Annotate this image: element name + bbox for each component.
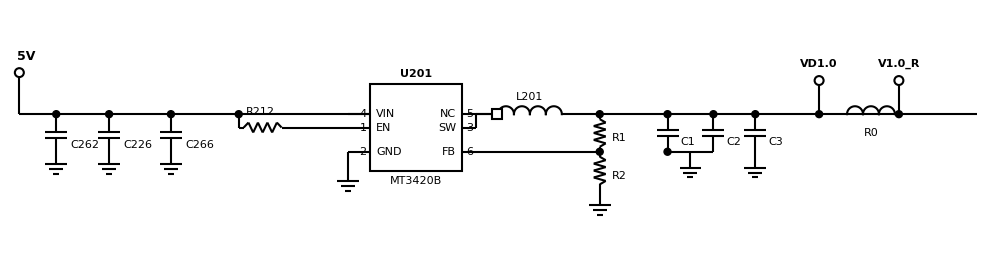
Circle shape (596, 111, 603, 118)
Text: SW: SW (438, 123, 456, 133)
Text: EN: EN (376, 123, 392, 133)
Circle shape (596, 148, 603, 155)
Text: 3: 3 (466, 123, 473, 133)
Text: L201: L201 (516, 92, 544, 102)
Text: 4: 4 (359, 109, 366, 119)
Circle shape (816, 111, 823, 118)
Text: MT3420B: MT3420B (390, 176, 442, 186)
Circle shape (710, 111, 717, 118)
Text: U201: U201 (400, 69, 432, 78)
Text: VIN: VIN (376, 109, 396, 119)
Text: V1.0_R: V1.0_R (878, 58, 920, 69)
Text: C266: C266 (185, 140, 214, 150)
Text: GND: GND (376, 147, 402, 157)
Text: C2: C2 (726, 137, 741, 147)
Circle shape (815, 76, 824, 85)
Text: C262: C262 (70, 140, 99, 150)
Circle shape (235, 111, 242, 118)
Text: 1: 1 (359, 123, 366, 133)
Text: VD1.0: VD1.0 (800, 59, 838, 69)
Text: 5V: 5V (17, 50, 36, 63)
Text: 5: 5 (466, 109, 473, 119)
Text: 2: 2 (359, 147, 366, 157)
Text: C1: C1 (680, 137, 695, 147)
Text: 6: 6 (466, 147, 473, 157)
Text: R212: R212 (246, 107, 275, 117)
Bar (492, 109, 502, 119)
Bar (370, 84, 462, 171)
Text: R1: R1 (612, 133, 626, 143)
Text: C3: C3 (768, 137, 783, 147)
Text: R2: R2 (612, 170, 627, 181)
Text: C226: C226 (123, 140, 152, 150)
Circle shape (15, 68, 24, 77)
Circle shape (895, 111, 902, 118)
Text: FB: FB (442, 147, 456, 157)
Circle shape (664, 111, 671, 118)
Text: NC: NC (440, 109, 456, 119)
Circle shape (167, 111, 174, 118)
Circle shape (664, 148, 671, 155)
Circle shape (752, 111, 759, 118)
Circle shape (106, 111, 113, 118)
Circle shape (894, 76, 903, 85)
Text: R0: R0 (864, 128, 878, 138)
Circle shape (53, 111, 60, 118)
